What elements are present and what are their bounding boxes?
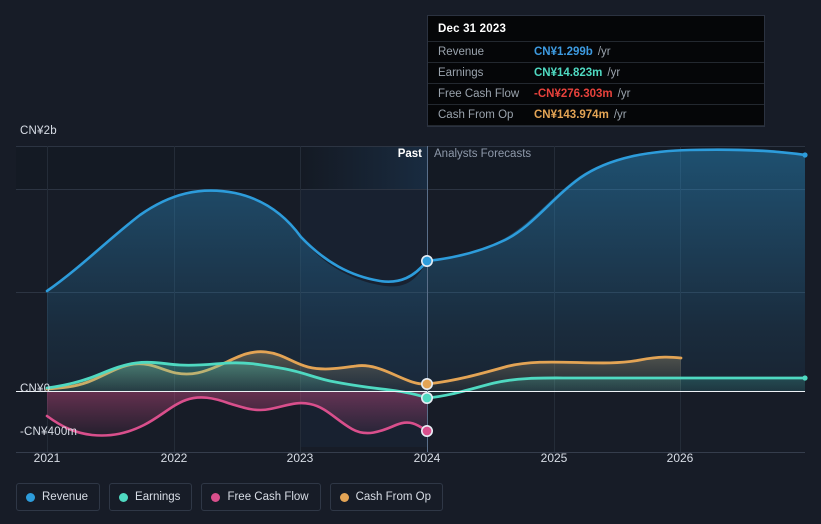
forecast-period-label: Analysts Forecasts xyxy=(434,148,532,160)
line-earnings xyxy=(45,360,429,400)
x-axis-label-2026: 2026 xyxy=(666,451,694,465)
legend-dot-revenue-icon xyxy=(26,492,35,502)
legend-label-earnings: Earnings xyxy=(135,491,181,503)
series-end-caps xyxy=(802,152,808,381)
tooltip-row-earnings: Earnings CN¥14.823m /yr xyxy=(428,62,764,83)
x-axis-label-2024: 2024 xyxy=(413,451,441,465)
legend-item-earnings[interactable]: Earnings xyxy=(109,483,193,511)
tooltip-value-free-cash-flow: -CN¥276.303m xyxy=(534,88,613,100)
marker-earnings[interactable] xyxy=(420,391,433,404)
tooltip-date: Dec 31 2023 xyxy=(438,23,507,35)
marker-free-cash-flow[interactable] xyxy=(420,424,433,437)
legend-dot-free-cash-flow-icon xyxy=(211,492,221,502)
area-earnings xyxy=(47,362,805,398)
line-earnings-forecast xyxy=(425,376,805,400)
tooltip-unit-revenue: /yr xyxy=(597,46,611,58)
tooltip-label-cash-from-op: Cash From Op xyxy=(438,109,514,121)
chart-legend: Revenue Earnings Free Cash Flow Cash Fro… xyxy=(16,483,444,511)
y-axis-label-top: CN¥2b xyxy=(20,125,57,137)
line-revenue xyxy=(45,189,429,293)
marker-cash-from-op[interactable] xyxy=(420,377,433,390)
y-axis-label-bottom: -CN¥400m xyxy=(20,426,78,438)
tooltip-value-earnings: CN¥14.823m xyxy=(534,67,603,79)
tooltip-label-revenue: Revenue xyxy=(438,46,485,58)
legend-label-cash-from-op: Cash From Op xyxy=(355,491,432,503)
x-axis-label-2022: 2022 xyxy=(160,451,188,465)
legend-dot-earnings-icon xyxy=(119,492,129,502)
area-revenue xyxy=(47,148,805,391)
past-period-label: Past xyxy=(397,148,422,160)
legend-dot-cash-from-op-icon xyxy=(339,492,349,502)
legend-item-revenue[interactable]: Revenue xyxy=(16,483,101,511)
tooltip-unit-free-cash-flow: /yr xyxy=(617,88,631,100)
y-axis-label-zero: CN¥0 xyxy=(20,383,51,395)
tooltip-row-free-cash-flow: Free Cash Flow -CN¥276.303m /yr xyxy=(428,83,764,104)
legend-item-free-cash-flow[interactable]: Free Cash Flow xyxy=(201,483,321,511)
marker-revenue[interactable] xyxy=(420,255,433,268)
endcap-earnings xyxy=(802,375,808,381)
line-cash-from-op-forecast xyxy=(425,355,683,386)
legend-label-free-cash-flow: Free Cash Flow xyxy=(227,491,309,503)
line-free-cash-flow xyxy=(45,396,429,437)
tooltip-row-cash-from-op: Cash From Op CN¥143.974m /yr xyxy=(428,104,764,126)
tooltip-label-free-cash-flow: Free Cash Flow xyxy=(438,88,520,100)
tooltip-unit-earnings: /yr xyxy=(607,67,621,79)
tooltip-row-revenue: Revenue CN¥1.299b /yr xyxy=(428,41,764,62)
x-axis-label-2023: 2023 xyxy=(286,451,314,465)
x-axis-label-2021: 2021 xyxy=(33,451,61,465)
tooltip-value-revenue: CN¥1.299b xyxy=(534,46,593,58)
area-free-cash-flow xyxy=(47,391,427,436)
tooltip-unit-cash-from-op: /yr xyxy=(613,109,627,121)
endcap-revenue xyxy=(802,152,808,158)
data-tooltip: Dec 31 2023 Revenue CN¥1.299b /yr Earnin… xyxy=(427,15,765,127)
legend-label-revenue: Revenue xyxy=(42,491,89,503)
x-axis-label-2025: 2025 xyxy=(540,451,568,465)
tooltip-label-earnings: Earnings xyxy=(438,67,484,79)
legend-item-cash-from-op[interactable]: Cash From Op xyxy=(329,483,444,511)
tooltip-value-cash-from-op: CN¥143.974m xyxy=(534,109,609,121)
line-revenue-forecast xyxy=(425,148,805,263)
data-point-markers xyxy=(420,255,433,437)
